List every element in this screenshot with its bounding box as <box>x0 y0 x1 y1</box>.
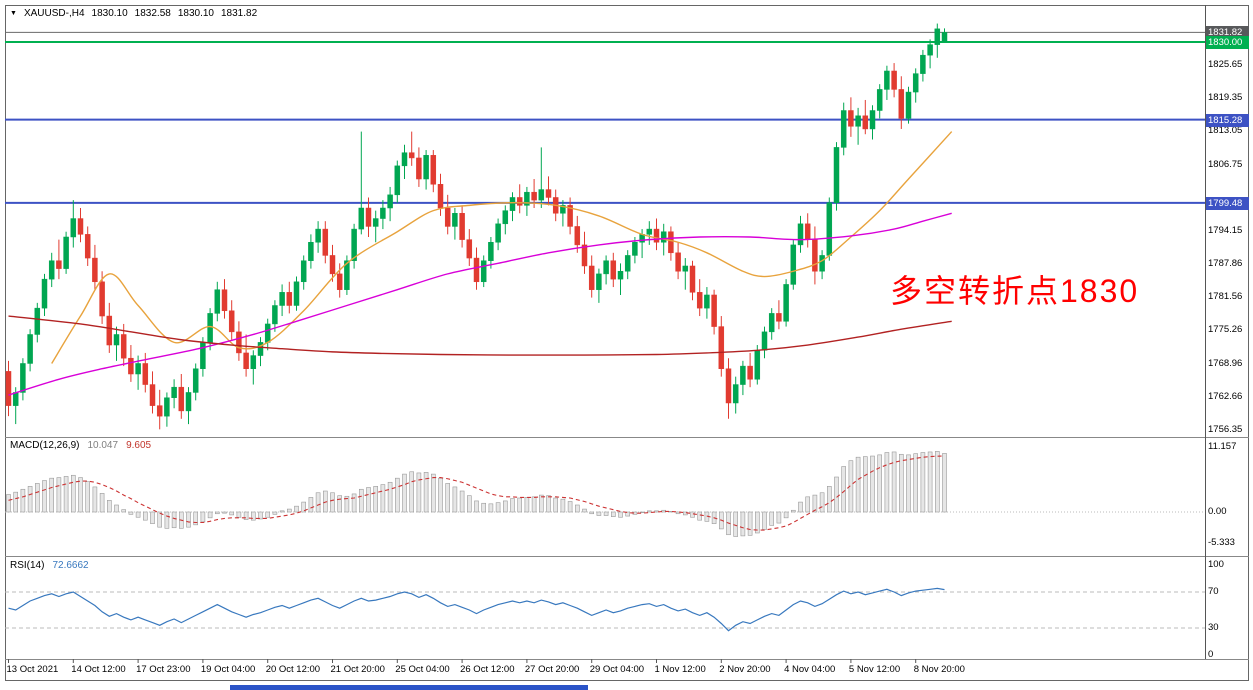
time-axis-label: 19 Oct 04:00 <box>200 664 256 675</box>
time-axis-label: 29 Oct 04:00 <box>589 664 645 675</box>
ma-mid-magenta <box>8 212 952 396</box>
rsi-value: 72.6662 <box>52 560 89 571</box>
time-axis[interactable]: 13 Oct 2021 14 Oct 12:00 17 Oct 23:00 19 Oc… <box>5 663 1215 679</box>
time-axis-label: 21 Oct 20:00 <box>330 664 385 675</box>
time-axis-label: 13 Oct 2021 <box>6 664 59 675</box>
high-value: 1832.58 <box>134 8 171 19</box>
ma-slow-darkred <box>8 315 952 356</box>
bottom-accent-strip <box>230 685 588 690</box>
macd-name: MACD(12,26,9) <box>10 440 80 451</box>
close-value: 1831.82 <box>220 8 258 19</box>
price-badge: 1815.28 <box>1206 113 1249 127</box>
price-scale-label: 1813.05 <box>1208 125 1243 137</box>
rsi-name: RSI(14) <box>10 560 45 571</box>
rsi-scale-label: 70 <box>1208 586 1219 597</box>
ma-fast-orange <box>51 131 953 364</box>
time-axis-label: 4 Nov 04:00 <box>784 664 836 675</box>
rsi-scale-label: 100 <box>1208 559 1224 570</box>
price-scale-label: 1768.96 <box>1208 357 1243 369</box>
price-scale-label: 1781.56 <box>1208 291 1243 303</box>
macd-scale-label: 0.00 <box>1208 506 1227 517</box>
time-axis-label: 27 Oct 20:00 <box>524 664 580 675</box>
low-value: 1830.10 <box>177 8 214 19</box>
price-badge: 1830.00 <box>1206 36 1249 49</box>
price-annotation: 多空转折点1830 <box>890 273 1140 309</box>
time-axis-label: 17 Oct 23:00 <box>136 664 191 675</box>
macd-scale-label: -5.333 <box>1208 537 1235 549</box>
price-axis[interactable]: 1825.65 1819.35 1813.05 1806.75 1794.15 1787.… <box>1206 5 1250 660</box>
macd-signal-value: 9.605 <box>126 440 152 451</box>
symbol-period-label: XAUUSD-,H4 <box>23 8 85 19</box>
time-axis-label: 26 Oct 12:00 <box>460 664 515 675</box>
chart-marker-icon: ▼ <box>10 9 17 17</box>
price-scale-label: 1819.35 <box>1208 92 1243 104</box>
price-scale-label: 1794.15 <box>1208 224 1243 236</box>
price-scale-label: 1775.26 <box>1208 324 1243 336</box>
macd-indicator-label: MACD(12,26,9) 10.047 9.605 <box>10 440 151 451</box>
time-axis-label: 20 Oct 12:00 <box>265 664 321 675</box>
price-scale-label: 1787.86 <box>1208 258 1243 270</box>
rsi-line <box>8 587 945 632</box>
time-axis-label: 1 Nov 12:00 <box>654 664 706 675</box>
time-axis-label: 2 Nov 20:00 <box>719 664 771 675</box>
price-scale-label: 1806.75 <box>1208 158 1243 170</box>
price-scale-label: 1762.66 <box>1208 390 1243 402</box>
rsi-scale-label: 30 <box>1208 622 1219 633</box>
price-scale-label: 1756.35 <box>1208 424 1243 436</box>
macd-signal-line <box>8 455 945 531</box>
time-axis-label: 14 Oct 12:00 <box>71 664 126 675</box>
price-scale-label: 1825.65 <box>1208 58 1243 70</box>
time-axis-label: 5 Nov 12:00 <box>848 664 901 675</box>
rsi-scale-label: 0 <box>1208 649 1214 660</box>
macd-main-value: 10.047 <box>87 440 119 451</box>
symbol-ohlc-header: ▼ XAUUSD-,H4 1830.10 1832.58 1830.10 183… <box>10 8 257 19</box>
open-value: 1830.10 <box>91 8 128 19</box>
macd-scale-label: 11.157 <box>1208 440 1237 452</box>
time-axis-label: 8 Nov 20:00 <box>913 664 965 675</box>
price-badge: 1799.48 <box>1206 196 1249 210</box>
rsi-indicator-label: RSI(14) 72.6662 <box>10 560 89 571</box>
time-axis-label: 25 Oct 04:00 <box>395 664 450 675</box>
